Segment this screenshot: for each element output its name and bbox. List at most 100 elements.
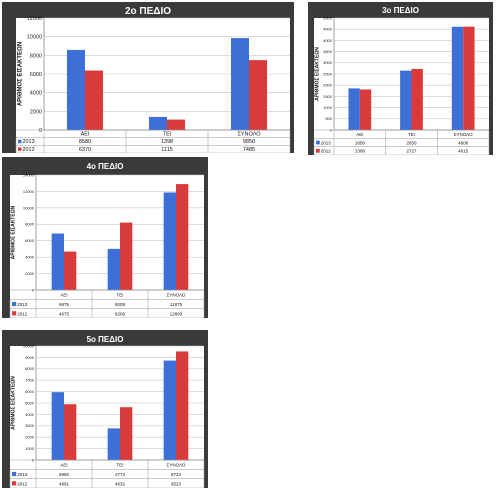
legend-label: 2012 xyxy=(22,147,34,153)
data-label: 2650 xyxy=(406,140,417,145)
data-label: 9523 xyxy=(171,481,182,486)
bar-2012 xyxy=(120,407,133,460)
bar-2013 xyxy=(451,26,464,130)
data-label: 12893 xyxy=(170,311,183,316)
bar-2012 xyxy=(359,89,372,130)
data-label: 5008 xyxy=(115,302,126,307)
y-tick-label: 5000 xyxy=(323,15,333,20)
y-tick-label: 10000 xyxy=(23,205,35,210)
y-tick-label: 12000 xyxy=(23,189,35,194)
category-label: ΤΕΙ xyxy=(116,293,123,298)
chart-svg: 02000400060008000100001200014000ΑΡΙΘΜΟΣ … xyxy=(9,172,205,318)
legend-label: 2013 xyxy=(17,302,28,307)
bar-2013 xyxy=(107,248,120,290)
y-axis-label: ΑΡΙΘΜΟΣ ΕΙΣΑΚΤΕΩΝ xyxy=(11,376,17,430)
chart-title: 3ο ΠΕΔΙΟ xyxy=(382,6,419,15)
y-tick-label: 4000 xyxy=(30,91,42,97)
y-tick-label: 6000 xyxy=(25,389,35,394)
data-label: 1398 xyxy=(161,139,173,145)
bar-2013 xyxy=(107,428,120,460)
y-tick-label: 0 xyxy=(39,128,42,134)
legend-label: 2013 xyxy=(22,139,34,145)
legend-swatch xyxy=(316,140,320,145)
chart-svg: 0 2000 4000 6000 8000 10000 12000 ΑΡΙΘΜΟΣ ΕΙΣΑΚ… xyxy=(15,16,291,153)
y-tick-label: 3500 xyxy=(323,49,333,54)
y-tick-label: 500 xyxy=(325,116,332,121)
category-label: ΑΕΙ xyxy=(60,463,67,468)
chart-panel-3: 3ο ΠΕΔΙΟ 0500100015002000250030003500400… xyxy=(308,2,493,155)
category-label: ΤΕΙ xyxy=(408,132,415,137)
data-label: 8580 xyxy=(79,139,91,145)
y-tick-label: 1500 xyxy=(323,94,333,99)
category-label: ΑΕΙ xyxy=(60,293,67,298)
y-tick-label: 6000 xyxy=(30,72,42,78)
y-tick-label: 2000 xyxy=(25,435,35,440)
data-label: 5950 xyxy=(59,472,70,477)
bar-2012 xyxy=(120,222,133,290)
chart-svg: 0500100015002000250030003500400045005000… xyxy=(313,15,490,155)
y-tick-label: 4000 xyxy=(25,255,35,260)
y-tick-label: 4500 xyxy=(323,27,333,32)
legend-label: 2012 xyxy=(17,481,28,486)
y-tick-label: 1000 xyxy=(323,105,333,110)
data-label: 2727 xyxy=(406,149,417,154)
category-label: ΣΥΝΟΛΟ xyxy=(167,293,186,298)
legend-swatch xyxy=(316,148,320,153)
bar-2012 xyxy=(64,404,77,460)
legend-label: 2013 xyxy=(321,140,332,145)
data-label: 4608 xyxy=(458,140,469,145)
y-tick-label: 2500 xyxy=(323,71,333,76)
y-axis-label: ΑΡΙΘΜΟΣ ΕΙΣΑΚΤΕΩΝ xyxy=(17,42,23,106)
data-label: 4675 xyxy=(59,311,70,316)
y-tick-label: 4000 xyxy=(323,38,333,43)
bar-2012 xyxy=(85,70,104,130)
data-label: 4891 xyxy=(59,481,70,486)
bar-2013 xyxy=(66,49,85,130)
category-label: ΣΥΝΟΛΟ xyxy=(454,132,473,137)
legend-swatch xyxy=(12,311,17,316)
bar-2013 xyxy=(163,360,176,460)
legend-swatch xyxy=(12,301,17,307)
data-label: 8208 xyxy=(115,311,126,316)
data-label: 1858 xyxy=(355,140,366,145)
bar-2013 xyxy=(163,192,176,290)
bar-2012 xyxy=(176,351,189,460)
chart-panel-5: 5ο ΠΕΔΙΟ 0100020003000400050006000700080… xyxy=(2,330,208,488)
chart-panel-4: 4ο ΠΕΔΙΟ 0200040006000800010000120001400… xyxy=(2,157,208,318)
y-tick-label: 5000 xyxy=(25,400,35,405)
data-label: 1115 xyxy=(161,147,172,153)
legend-label: 2012 xyxy=(17,311,28,316)
y-tick-label: 3000 xyxy=(25,423,35,428)
chart-svg: 0100020003000400050006000700080009000100… xyxy=(9,343,205,488)
y-axis-label: ΑΡΙΘΜΟΣ ΕΙΣΑΚΤΕΩΝ xyxy=(11,205,17,259)
data-label: 8723 xyxy=(171,472,182,477)
bar-2013 xyxy=(400,70,412,130)
data-label: 6875 xyxy=(59,302,70,307)
data-label: 4632 xyxy=(115,481,126,486)
data-label: 2773 xyxy=(115,472,126,477)
y-tick-label: 8000 xyxy=(25,366,35,371)
data-label: 7485 xyxy=(243,147,255,153)
data-label: 11875 xyxy=(170,302,183,307)
chart-title: 4ο ΠΕΔΙΟ xyxy=(86,162,124,171)
data-label: 1308 xyxy=(355,149,366,154)
bar-2013 xyxy=(230,38,249,130)
chart-title: 2ο ΠΕΔΙΟ xyxy=(124,6,172,17)
bar-2012 xyxy=(411,68,423,130)
bar-2012 xyxy=(176,184,189,290)
legend-swatch xyxy=(12,481,17,486)
y-axis-label: ΑΡΙΘΜΟΣ ΕΙΣΑΚΤΕΩΝ xyxy=(315,47,321,101)
bar-2013 xyxy=(51,392,64,460)
legend-label: 2012 xyxy=(321,149,332,154)
y-tick-label: 2000 xyxy=(25,271,35,276)
bar-2013 xyxy=(148,116,167,130)
y-tick-label: 12000 xyxy=(27,16,42,22)
y-tick-label: 6000 xyxy=(25,238,35,243)
bar-2013 xyxy=(348,88,360,130)
bar-2012 xyxy=(463,26,475,130)
bar-2012 xyxy=(249,60,268,130)
category-label: ΣΥΝΟΛΟ xyxy=(237,132,261,138)
y-tick-label: 8000 xyxy=(30,53,42,59)
y-tick-label: 8000 xyxy=(25,222,35,227)
legend-swatch xyxy=(12,471,17,477)
